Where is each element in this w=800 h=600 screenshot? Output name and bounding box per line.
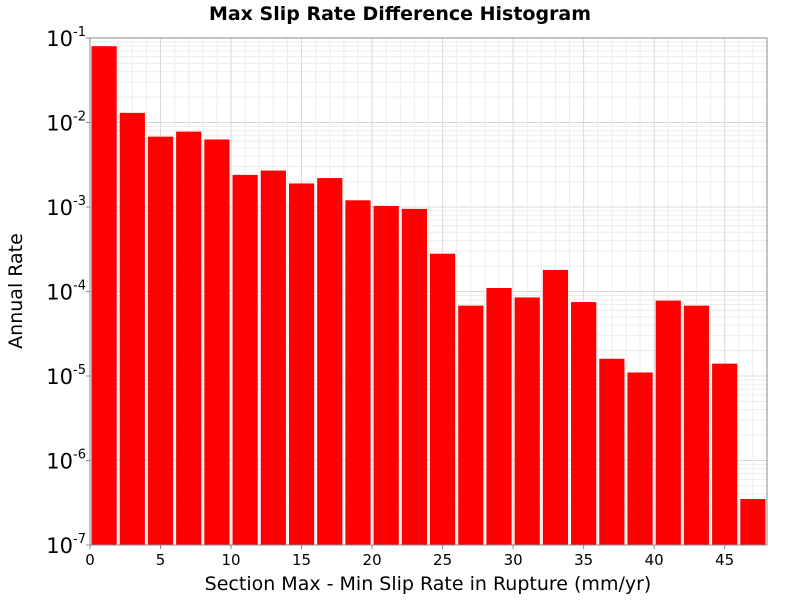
histogram-bar-12 [430,253,456,545]
histogram-bar-4 [204,139,230,545]
y-tick-base: 10 [46,196,73,220]
y-tick-base: 10 [46,450,73,474]
histogram-bar-7 [288,183,315,546]
histogram-bar-1 [119,112,145,545]
histogram-bar-15 [514,297,540,545]
histogram-bar-19 [627,372,653,545]
histogram-bar-2 [147,136,174,545]
histogram-bar-9 [345,200,371,545]
y-tick-exponent: -1 [73,25,86,40]
x-tick-label: 35 [574,551,593,569]
histogram-bar-23 [740,499,766,545]
y-tick-base: 10 [46,534,73,558]
histogram-bar-21 [683,305,710,545]
histogram-bar-13 [458,305,484,545]
y-tick-exponent: -7 [73,532,86,547]
histogram-bar-8 [317,178,343,545]
x-tick-label: 30 [504,551,523,569]
histogram-bar-10 [373,205,399,545]
y-tick-label: 10-3 [46,194,86,220]
y-axis-label: Annual Rate [5,233,27,349]
chart-title: Max Slip Rate Difference Histogram [209,3,591,25]
x-axis-ticks: 0 5 10 15 20 25 30 35 40 45 [85,545,734,569]
x-tick-label: 45 [715,551,734,569]
y-tick-exponent: -5 [73,363,86,378]
y-tick-label: 10-2 [46,110,86,136]
y-tick-base: 10 [46,365,73,389]
y-tick-base: 10 [46,281,73,305]
y-tick-label: 10-5 [46,363,86,389]
histogram-bar-14 [486,288,512,545]
y-tick-label: 10-6 [46,448,86,474]
y-tick-exponent: -3 [73,194,86,209]
y-tick-label: 10-7 [46,532,86,558]
histogram-bar-22 [712,363,738,545]
y-tick-base: 10 [46,27,73,51]
histogram-bar-11 [401,208,427,545]
x-tick-label: 15 [292,551,311,569]
y-tick-label: 10-1 [46,25,86,51]
x-tick-label: 25 [433,551,452,569]
x-tick-label: 20 [363,551,382,569]
y-axis-ticks: 10-710-610-510-410-310-210-1 [46,25,90,558]
y-tick-exponent: -6 [73,448,86,463]
x-tick-label: 10 [221,551,240,569]
x-axis-label: Section Max - Min Slip Rate in Rupture (… [205,573,652,595]
histogram-bar-0 [91,46,117,545]
histogram-bar-6 [260,170,286,546]
y-tick-base: 10 [46,112,73,136]
histogram-bar-16 [542,269,569,545]
x-tick-label: 40 [645,551,664,569]
y-tick-label: 10-4 [46,279,86,305]
y-tick-exponent: -4 [73,279,86,294]
histogram-bar-3 [176,131,202,545]
histogram-bar-18 [599,358,625,545]
histogram-bar-20 [655,300,681,545]
histogram-bar-17 [571,302,597,545]
bars [91,46,766,546]
y-tick-exponent: -2 [73,110,86,125]
x-tick-label: 5 [156,551,166,569]
histogram-bar-5 [232,174,258,546]
x-tick-label: 0 [85,551,95,569]
